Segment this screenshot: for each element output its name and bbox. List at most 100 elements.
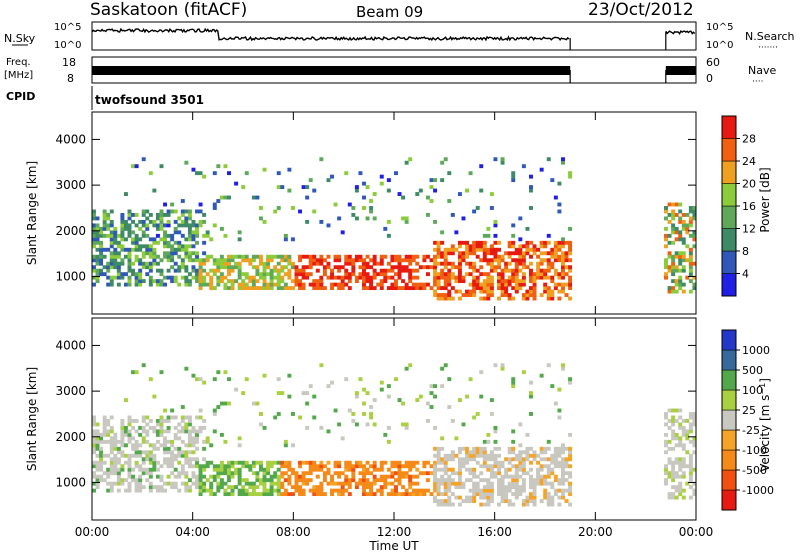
velocity-cell	[504, 474, 509, 479]
velocity-cell	[497, 478, 501, 483]
power-cell	[681, 226, 686, 231]
power-cell	[195, 254, 199, 259]
power-cell	[497, 247, 501, 252]
velocity-cell	[568, 464, 573, 469]
power-cell	[120, 219, 125, 224]
power-cell	[536, 268, 541, 273]
velocity-cell	[202, 485, 207, 490]
velocity-cell	[333, 460, 338, 465]
velocity-cell	[468, 457, 473, 462]
velocity-cell	[507, 467, 512, 472]
velocity-cell	[543, 495, 548, 500]
velocity-cell	[255, 474, 260, 479]
velocity-cell	[369, 481, 374, 486]
velocity-cell	[170, 464, 175, 469]
power-cell	[202, 275, 207, 280]
velocity-cell	[386, 467, 391, 472]
velocity-cell	[255, 485, 260, 490]
velocity-cell	[685, 450, 690, 455]
power-cell	[127, 209, 132, 214]
velocity-cell	[152, 457, 157, 462]
velocity-cell	[521, 502, 526, 507]
velocity-cell	[248, 481, 253, 486]
power-cell	[312, 261, 317, 266]
velocity-cell	[173, 436, 178, 441]
power-cell	[521, 282, 526, 287]
power-cell	[237, 254, 242, 259]
velocity-cell	[237, 478, 242, 483]
power-cell	[319, 254, 324, 259]
velocity-cell	[568, 432, 573, 437]
velocity-cell	[394, 464, 398, 469]
velocity-cell	[415, 488, 420, 493]
power-cell	[532, 289, 537, 294]
velocity-cell	[116, 439, 121, 444]
power-cell	[479, 289, 484, 294]
velocity-cell	[507, 474, 512, 479]
velocity-cell	[184, 422, 189, 427]
power-cell	[376, 272, 381, 277]
power-cell	[685, 230, 690, 235]
velocity-cell	[198, 488, 203, 493]
power-cell	[230, 254, 235, 259]
velocity-cell	[447, 485, 452, 490]
power-cell	[187, 251, 192, 256]
power-cell	[195, 233, 199, 238]
velocity-cell	[486, 453, 491, 458]
velocity-cell	[202, 474, 207, 479]
power-cell	[141, 157, 146, 162]
velocity-cell	[106, 481, 111, 486]
power-cell	[173, 240, 178, 245]
velocity-cell	[507, 488, 512, 493]
power-cell	[681, 265, 686, 270]
velocity-cell	[198, 464, 203, 469]
power-cell	[443, 251, 448, 256]
velocity-cell	[497, 481, 501, 486]
velocity-cell	[379, 485, 384, 490]
velocity-cell	[123, 443, 128, 448]
velocity-cell	[191, 439, 196, 444]
velocity-cell	[667, 419, 672, 423]
velocity-cell	[219, 485, 224, 490]
power-cell	[191, 251, 196, 256]
power-cell	[123, 192, 128, 196]
velocity-cell	[187, 436, 192, 441]
velocity-cell	[92, 432, 96, 437]
power-cell	[447, 289, 452, 294]
power-cell	[500, 272, 505, 277]
velocity-cell	[195, 474, 199, 479]
velocity-cell	[177, 453, 182, 458]
power-cell	[536, 261, 541, 266]
velocity-cell	[568, 380, 573, 385]
velocity-cell	[131, 436, 136, 441]
velocity-cell	[507, 502, 512, 507]
power-cell	[468, 261, 473, 266]
y-tick-label: 2000	[55, 224, 86, 238]
power-cell	[109, 282, 114, 287]
velocity-cell	[429, 405, 434, 409]
velocity-cell	[685, 429, 690, 434]
power-cell	[330, 275, 334, 280]
power-cell	[290, 261, 295, 266]
velocity-cell	[141, 415, 146, 420]
power-cell	[116, 240, 121, 245]
power-cell	[358, 265, 363, 270]
velocity-cell	[198, 474, 203, 479]
power-cell	[155, 223, 160, 228]
power-cell	[692, 237, 696, 242]
power-cell	[305, 272, 310, 277]
power-cell	[667, 213, 672, 217]
power-cell	[205, 282, 210, 287]
velocity-cell	[564, 471, 569, 476]
power-cell	[145, 251, 150, 256]
velocity-cell	[514, 481, 519, 486]
velocity-cell	[177, 436, 182, 441]
velocity-cell	[326, 384, 331, 389]
power-cell	[170, 258, 175, 263]
power-cell	[166, 244, 171, 249]
velocity-cell	[681, 488, 686, 493]
velocity-cell	[187, 422, 192, 427]
velocity-cell	[305, 478, 310, 483]
power-cell	[99, 268, 104, 273]
power-cell	[99, 247, 104, 252]
